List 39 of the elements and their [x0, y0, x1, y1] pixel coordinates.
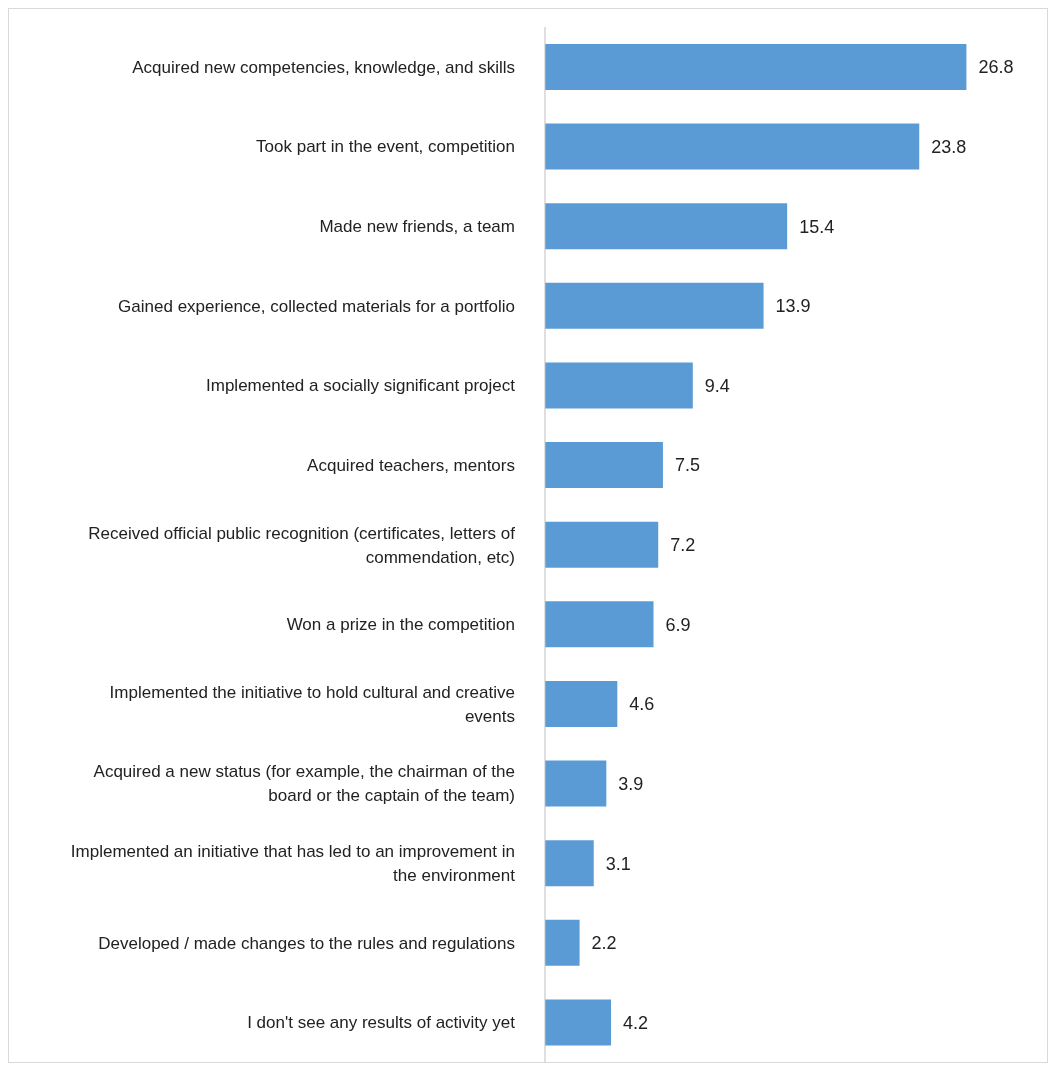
y-tick-label: Gained experience, collected materials for a portfolio [118, 296, 515, 316]
y-tick-label: Implemented a socially significant project [206, 376, 516, 396]
y-tick-label: Developed / made changes to the rules and regulations [98, 933, 515, 953]
data-label: 4.2 [623, 1012, 649, 1033]
y-tick-label: Acquired teachers, mentors [307, 455, 515, 475]
y-tick-label: Implemented an initiative that has led to an improvement in the environment [70, 841, 516, 885]
bar [545, 44, 967, 90]
data-label: 3.9 [618, 773, 644, 794]
bar [545, 840, 594, 887]
bar [545, 123, 920, 170]
bar [545, 282, 764, 329]
bar [545, 442, 663, 489]
data-label: 9.4 [704, 375, 730, 396]
y-tick-label: Made new friends, a team [319, 217, 515, 237]
data-label: 15.4 [799, 216, 835, 237]
y-tick-label: Implemented the initiative to hold cultural and creative events [109, 682, 515, 726]
bar [545, 203, 788, 250]
data-label: 3.1 [605, 853, 631, 874]
data-label: 7.5 [674, 455, 700, 476]
y-tick-label: Acquired new competencies, knowledge, and skills [132, 57, 515, 77]
data-label: 4.6 [629, 694, 655, 715]
bar [545, 680, 618, 727]
bar [545, 919, 580, 966]
y-tick-label: Acquired a new status (for example, the chairman of the board or the captain of the team) [93, 762, 515, 806]
y-tick-label: Received official public recognition (certificates, letters of commendation, etc) [88, 523, 516, 567]
data-label: 2.2 [591, 933, 617, 954]
bar [545, 999, 612, 1046]
data-label: 13.9 [775, 296, 811, 317]
bar [545, 760, 607, 807]
data-label: 26.8 [978, 57, 1014, 78]
data-label: 7.2 [670, 535, 696, 556]
bar [545, 362, 693, 409]
data-label: 23.8 [931, 137, 967, 158]
data-label: 6.9 [665, 614, 691, 635]
y-tick-label: I don't see any results of activity yet [247, 1013, 516, 1033]
bar [545, 601, 654, 648]
y-tick-label: Won a prize in the competition [286, 615, 515, 635]
y-tick-label: Took part in the event, competition [256, 137, 515, 157]
bar [545, 521, 659, 568]
